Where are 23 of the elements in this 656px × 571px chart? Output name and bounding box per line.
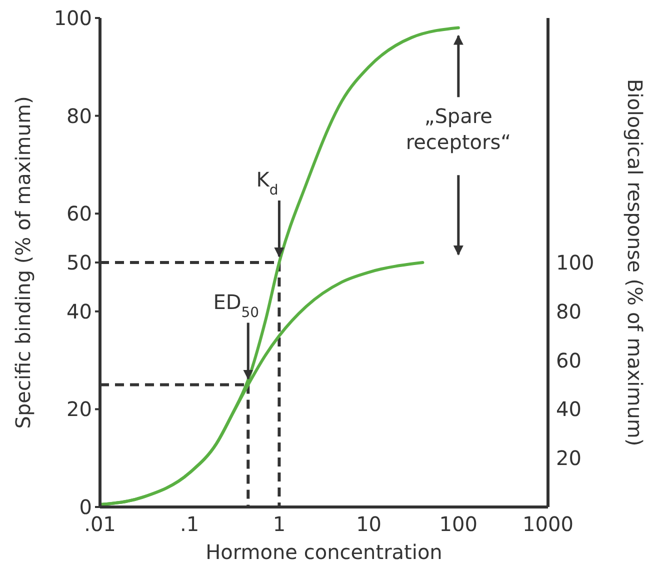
y-tick-label: 0 (79, 495, 92, 519)
y-tick-label: 40 (66, 299, 92, 324)
annotation: ED$_{50}$ (213, 290, 260, 321)
y-tick-label: 80 (66, 104, 92, 128)
x-tick-label: .1 (180, 512, 200, 536)
x-tick-label: 100 (439, 512, 478, 536)
x-axis-title: Hormone concentration (206, 540, 442, 564)
y2-axis-title: Biological response (% of maximum) (623, 78, 647, 446)
y2-tick-label: 100 (556, 250, 594, 274)
y2-tick-label: 60 (556, 348, 582, 372)
annotation: K$_{d}$ (256, 168, 278, 198)
y-tick-label: 100 (54, 6, 92, 30)
y2-tick-label: 80 (556, 299, 582, 324)
x-tick-label: 10 (356, 512, 382, 536)
x-tick-label: 1000 (522, 512, 574, 536)
y2-tick-label: 40 (556, 397, 582, 422)
y-tick-label: 60 (66, 202, 92, 226)
y-tick-label: 50 (66, 250, 92, 274)
y2-tick-label: 20 (556, 446, 582, 470)
y-axis-title: Specific binding (% of maximum) (11, 96, 35, 429)
x-tick-label: 1 (272, 512, 286, 536)
y-tick-label: 20 (66, 397, 92, 422)
annotation: „Spare receptors“ (406, 104, 511, 154)
